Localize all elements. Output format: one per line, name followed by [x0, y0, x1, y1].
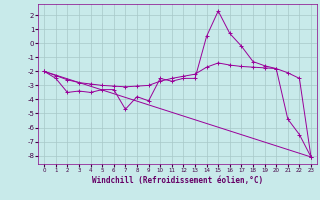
X-axis label: Windchill (Refroidissement éolien,°C): Windchill (Refroidissement éolien,°C) — [92, 176, 263, 185]
